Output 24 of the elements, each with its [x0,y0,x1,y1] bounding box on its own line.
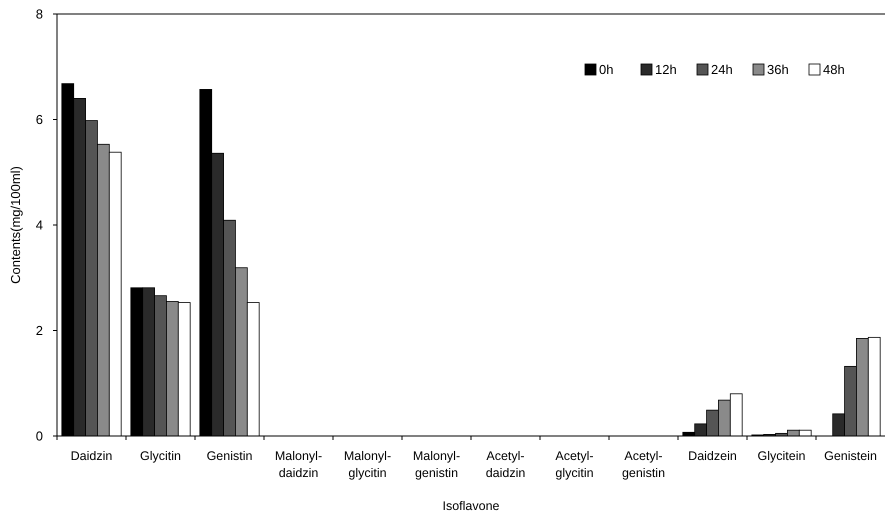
y-tick-label: 6 [36,112,43,128]
legend-label: 24h [711,62,733,77]
y-tick-label: 0 [36,428,43,444]
legend-label: 0h [599,62,614,77]
x-tick-label: Glycitein [758,449,806,463]
x-tick-label: Malonyl-genistin [412,449,460,480]
x-tick-label: Malonyl-glycitin [344,449,392,480]
x-tick-label: Daidzin [70,449,112,463]
legend-label: 12h [655,62,677,77]
y-axis-title: Contents(mg/100ml) [8,166,23,284]
y-tick-label: 2 [36,323,43,338]
x-tick-label: Genistin [206,449,252,463]
x-axis-title: Isoflavone [442,499,500,513]
x-tick-label: Acetyl-daidzin [486,449,526,480]
x-tick-label: Daidzein [688,449,737,463]
legend-label: 48h [823,62,845,77]
x-tick-label: Malonyl-daidzin [274,449,322,480]
x-tick-label: Genistein [824,449,877,463]
x-tick-label: Acetyl-genistin [622,449,666,480]
y-tick-label: 8 [36,6,43,22]
legend-label: 36h [767,62,789,77]
x-tick-label: Glycitin [140,449,182,463]
x-tick-label: Acetyl-glycitin [555,449,594,480]
y-tick-label: 4 [36,218,43,233]
